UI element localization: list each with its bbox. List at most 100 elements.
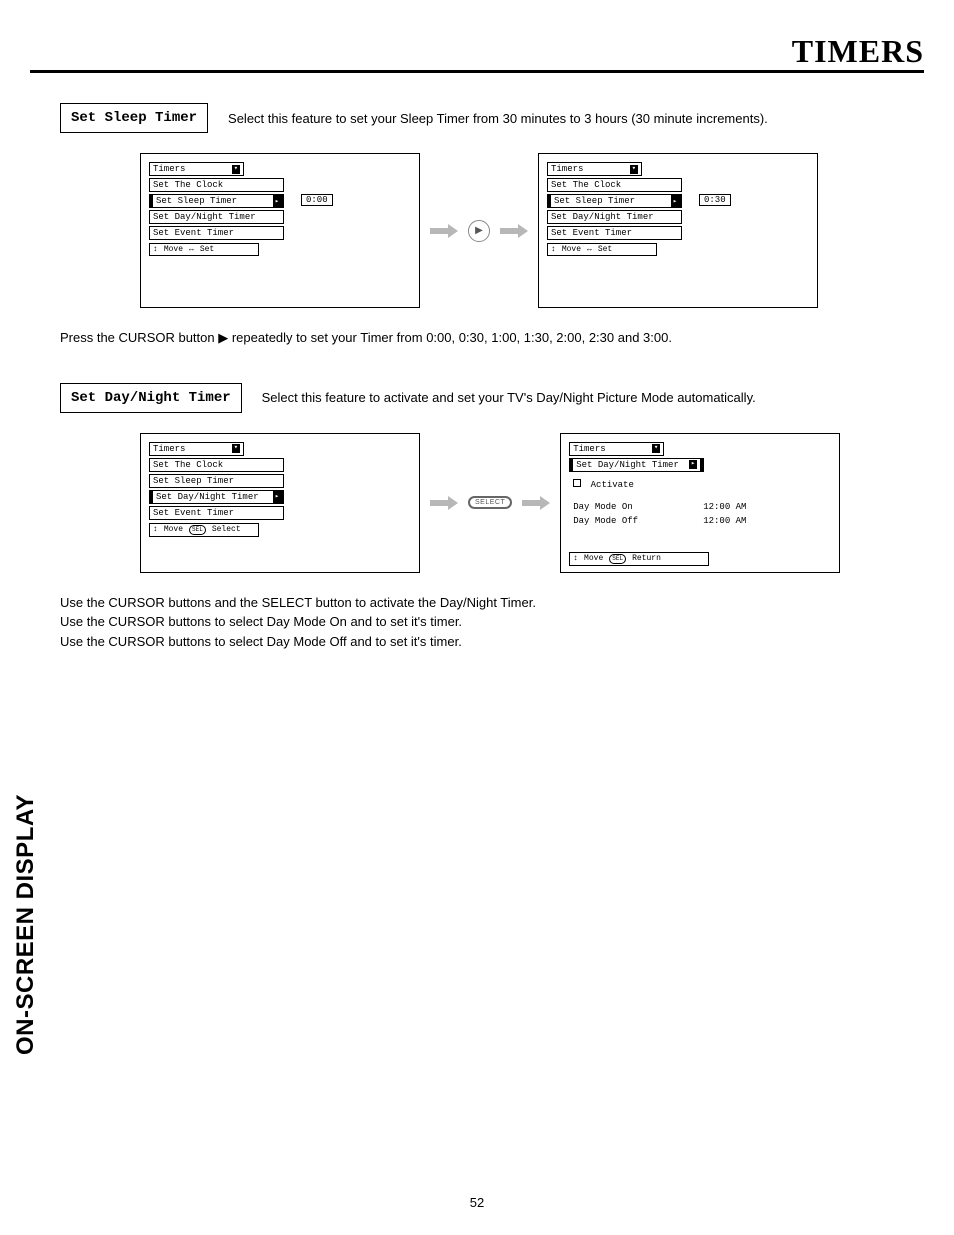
osd-item-event-timer: Set Event Timer — [149, 506, 284, 520]
leftright-icon: ↔ — [189, 245, 194, 254]
day-mode-off-time: 12:00 AM — [703, 516, 746, 526]
osd-item-set-sleep-timer[interactable]: Set Sleep Timer ▸ — [149, 194, 284, 208]
sleep-timer-figure-row: Timers ▾ Set The Clock Set Sleep Timer ▸… — [140, 153, 924, 308]
section-desc-daynight: Select this feature to activate and set … — [262, 390, 756, 405]
osd-item-set-clock: Set The Clock — [149, 458, 284, 472]
select-oval-icon: SEL — [189, 525, 206, 535]
day-mode-off-label: Day Mode Off — [573, 516, 673, 526]
hint-set: Set — [598, 245, 612, 254]
osd-item-event-timer: Set Event Timer — [547, 226, 682, 240]
daynight-figure-row: Timers ▾ Set The Clock Set Sleep Timer S… — [140, 433, 924, 573]
osd-hint: ↕ Move SEL Select — [149, 523, 259, 537]
arrow-right-icon — [522, 496, 550, 510]
osd-submenu-title[interactable]: Set Day/Night Timer ▸ — [569, 458, 704, 472]
hint-set: Set — [200, 245, 214, 254]
arrow-right-icon — [430, 224, 458, 238]
osd-item-label: Set Event Timer — [153, 228, 234, 238]
leftright-icon: ↔ — [587, 245, 592, 254]
sleep-timer-value: 0:00 — [301, 194, 333, 206]
chevron-down-icon: ▾ — [652, 444, 660, 453]
osd-item-set-sleep-timer: Set Sleep Timer — [149, 474, 284, 488]
chevron-down-icon: ▾ — [630, 165, 638, 174]
osd-hint-bottom: ↕ Move SEL Return — [569, 552, 709, 566]
chevron-down-icon: ▾ — [232, 165, 240, 174]
day-mode-on-row: Day Mode On 12:00 AM — [573, 502, 831, 512]
osd-item-label: Set The Clock — [153, 180, 223, 190]
chevron-right-icon: ▸ — [671, 195, 679, 207]
cursor-right-icon: ▶ — [468, 220, 490, 242]
osd-title-text: Timers — [573, 444, 605, 454]
osd-item-label: Set The Clock — [551, 180, 621, 190]
page-number: 52 — [0, 1195, 954, 1210]
daynight-body: Activate Day Mode On 12:00 AM Day Mode O… — [573, 480, 831, 526]
osd-item-set-clock: Set The Clock — [149, 178, 284, 192]
osd-panel-daynight-submenu: Timers ▾ Set Day/Night Timer ▸ Activate … — [560, 433, 840, 573]
osd-submenu-title-text: Set Day/Night Timer — [576, 460, 679, 470]
osd-item-label: Set Sleep Timer — [156, 196, 237, 206]
updown-icon: ↕ — [153, 525, 158, 534]
hint-move: Move — [562, 245, 581, 254]
osd-title: Timers ▾ — [149, 162, 244, 176]
osd-panel-sleep-after: Timers ▾ Set The Clock Set Sleep Timer ▸… — [538, 153, 818, 308]
osd-item-day-night[interactable]: Set Day/Night Timer ▸ — [149, 490, 284, 504]
day-mode-off-row: Day Mode Off 12:00 AM — [573, 516, 831, 526]
select-oval-icon: SEL — [609, 554, 626, 564]
osd-item-set-sleep-timer[interactable]: Set Sleep Timer ▸ — [547, 194, 682, 208]
section-label-daynight: Set Day/Night Timer — [60, 383, 242, 413]
osd-item-label: Set Day/Night Timer — [551, 212, 654, 222]
osd-hint: ↕ Move ↔ Set — [547, 243, 657, 256]
osd-item-label: Set Sleep Timer — [554, 196, 635, 206]
day-mode-on-time: 12:00 AM — [703, 502, 746, 512]
osd-item-label: Set Event Timer — [551, 228, 632, 238]
cursor-right-glyph: ▶ — [475, 225, 483, 236]
sleep-timer-paragraph: Press the CURSOR button ▶ repeatedly to … — [60, 328, 924, 348]
osd-title: Timers ▾ — [149, 442, 244, 456]
activate-label: Activate — [591, 480, 634, 490]
chevron-down-icon: ▾ — [232, 444, 240, 453]
updown-icon: ↕ — [573, 554, 578, 563]
osd-item-label: Set Day/Night Timer — [156, 492, 259, 502]
osd-item-label: Set Day/Night Timer — [153, 212, 256, 222]
osd-item-label: Set Event Timer — [153, 508, 234, 518]
arrow-right-icon — [500, 224, 528, 238]
osd-title-text: Timers — [153, 444, 185, 454]
osd-item-label: Set The Clock — [153, 460, 223, 470]
osd-title: Timers ▾ — [569, 442, 664, 456]
checkbox-icon[interactable] — [573, 479, 581, 487]
paragraph-line: Use the CURSOR buttons to select Day Mod… — [60, 632, 924, 652]
arrow-right-icon — [430, 496, 458, 510]
paragraph-line: Use the CURSOR buttons to select Day Mod… — [60, 612, 924, 632]
daynight-paragraph: Use the CURSOR buttons and the SELECT bu… — [60, 593, 924, 652]
paragraph-line: Use the CURSOR buttons and the SELECT bu… — [60, 593, 924, 613]
day-mode-on-label: Day Mode On — [573, 502, 673, 512]
hint-move: Move — [584, 554, 603, 563]
section-daynight-header: Set Day/Night Timer Select this feature … — [60, 383, 924, 413]
osd-panel-daynight-menu: Timers ▾ Set The Clock Set Sleep Timer S… — [140, 433, 420, 573]
osd-item-label: Set Sleep Timer — [153, 476, 234, 486]
hint-move: Move — [164, 245, 183, 254]
select-button-icon: SELECT — [468, 496, 512, 509]
section-desc-sleep: Select this feature to set your Sleep Ti… — [228, 111, 768, 126]
osd-item-day-night: Set Day/Night Timer — [547, 210, 682, 224]
sleep-timer-value: 0:30 — [699, 194, 731, 206]
header-rule: TIMERS — [30, 70, 924, 73]
osd-title-text: Timers — [153, 164, 185, 174]
hint-select: Select — [212, 525, 241, 534]
section-label-sleep: Set Sleep Timer — [60, 103, 208, 133]
osd-item-day-night: Set Day/Night Timer — [149, 210, 284, 224]
page-title: TIMERS — [792, 33, 924, 70]
section-sleep-timer-header: Set Sleep Timer Select this feature to s… — [60, 103, 924, 133]
chevron-right-icon: ▸ — [273, 491, 281, 503]
updown-icon: ↕ — [153, 245, 158, 254]
updown-icon: ↕ — [551, 245, 556, 254]
side-tab-label: ON-SCREEN DISPLAY — [12, 794, 40, 1055]
osd-hint: ↕ Move ↔ Set — [149, 243, 259, 256]
chevron-right-icon: ▸ — [689, 460, 697, 469]
osd-title: Timers ▾ — [547, 162, 642, 176]
osd-item-event-timer: Set Event Timer — [149, 226, 284, 240]
activate-row[interactable]: Activate — [573, 480, 831, 490]
osd-title-text: Timers — [551, 164, 583, 174]
chevron-right-icon: ▸ — [273, 195, 281, 207]
osd-item-set-clock: Set The Clock — [547, 178, 682, 192]
hint-return: Return — [632, 554, 661, 563]
